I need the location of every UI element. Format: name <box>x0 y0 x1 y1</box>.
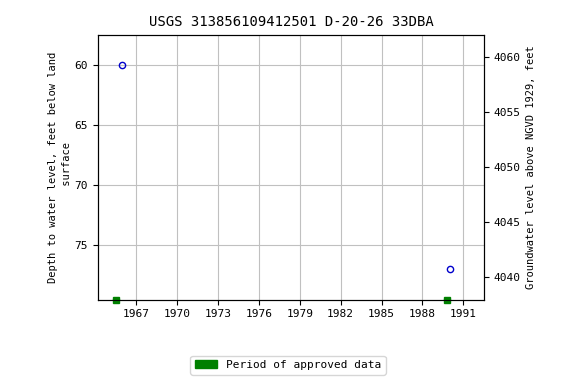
Y-axis label: Groundwater level above NGVD 1929, feet: Groundwater level above NGVD 1929, feet <box>526 45 536 289</box>
Y-axis label: Depth to water level, feet below land
 surface: Depth to water level, feet below land su… <box>48 51 72 283</box>
Legend: Period of approved data: Period of approved data <box>191 356 385 375</box>
Title: USGS 313856109412501 D-20-26 33DBA: USGS 313856109412501 D-20-26 33DBA <box>149 15 433 29</box>
